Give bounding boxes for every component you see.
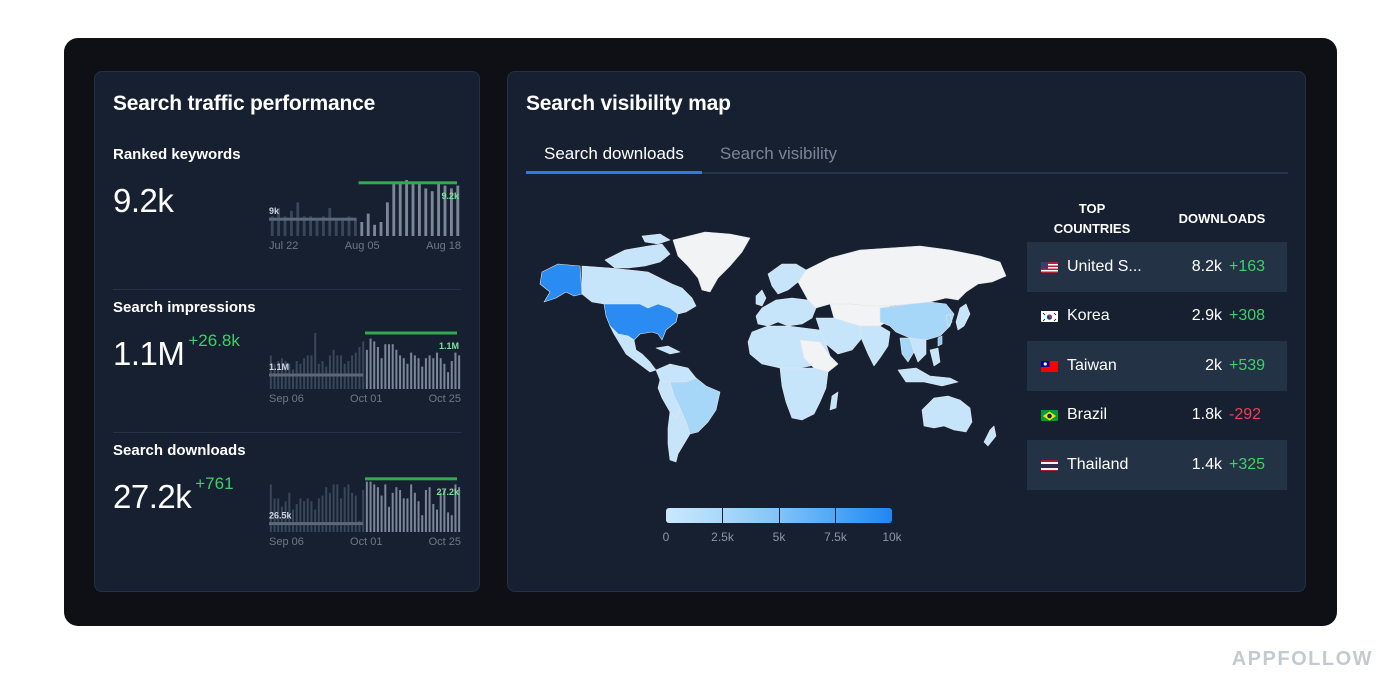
column-header-downloads: DOWNLOADS xyxy=(1178,211,1266,226)
tab-search-visibility[interactable]: Search visibility xyxy=(719,144,838,163)
downloads-delta: +325 xyxy=(1229,455,1266,473)
sparkline-chart[interactable]: 26.5k 27.2k xyxy=(269,470,461,536)
sparkline-chart[interactable]: 9k 9.2k xyxy=(269,174,461,240)
map-legend: 0 2.5k 5k 7.5k 10k xyxy=(662,508,902,548)
country-indochina xyxy=(909,337,927,363)
metric-delta: +761 xyxy=(195,474,234,493)
country-name: United S... xyxy=(1067,257,1142,275)
metric-value: 1.1M +26.8k xyxy=(113,331,240,372)
sparkline-x-axis: Sep 06 Oct 01 Oct 25 xyxy=(269,536,461,548)
country-western-europe xyxy=(755,297,817,327)
country-new-zealand xyxy=(983,425,997,447)
svg-text:1.1M: 1.1M xyxy=(439,341,459,351)
metric-label: Ranked keywords xyxy=(113,146,241,163)
sparkline-x-axis: Jul 22 Aug 05 Aug 18 xyxy=(269,240,461,252)
country-thailand xyxy=(899,337,915,363)
country-korea xyxy=(945,313,953,327)
downloads-value: 8.2k xyxy=(1191,257,1222,275)
downloads-delta: -292 xyxy=(1229,406,1262,424)
metric-value: 9.2k xyxy=(113,182,174,219)
country-china xyxy=(879,301,955,341)
metric-value: 27.2k +761 xyxy=(113,474,234,515)
tab-bar: Search downloads Search visibility xyxy=(526,140,1288,174)
country-indonesia xyxy=(897,367,959,387)
country-name: Taiwan xyxy=(1067,356,1117,374)
country-australia xyxy=(921,395,973,433)
legend-color-scale xyxy=(666,508,892,523)
downloads-value: 1.4k xyxy=(1191,455,1222,473)
tab-search-downloads[interactable]: Search downloads xyxy=(526,140,702,174)
svg-text:26.5k: 26.5k xyxy=(269,511,293,521)
table-row[interactable]: Brazil 1.8k -292 xyxy=(1027,390,1287,440)
table-row[interactable]: Taiwan 2k +539 xyxy=(1027,341,1287,391)
metric-label: Search downloads xyxy=(113,442,246,459)
svg-text:27.2k: 27.2k xyxy=(436,487,460,497)
downloads-value: 1.8k xyxy=(1191,406,1222,424)
tw-flag-icon xyxy=(1041,360,1058,372)
search-traffic-panel: Search traffic performance Ranked keywor… xyxy=(94,71,480,592)
th-flag-icon xyxy=(1041,459,1058,471)
search-visibility-map-panel: Search visibility map Search downloads S… xyxy=(507,71,1306,592)
sparkline-chart[interactable]: 1.1M 1.1M xyxy=(269,327,461,393)
metric-search-downloads: Search downloads 27.2k +761 26.5k 27.2k Se… xyxy=(113,432,461,564)
svg-text:9.2k: 9.2k xyxy=(441,191,460,201)
country-alaska xyxy=(539,263,583,303)
sparkline-x-axis: Sep 06 Oct 01 Oct 25 xyxy=(269,393,461,405)
downloads-delta: +308 xyxy=(1229,307,1266,325)
country-india xyxy=(859,325,891,367)
country-south-africa-region xyxy=(779,367,829,421)
downloads-value: 2.9k xyxy=(1191,307,1222,325)
downloads-delta: +163 xyxy=(1229,257,1266,275)
us-flag-icon xyxy=(1041,261,1058,273)
metric-label: Search impressions xyxy=(113,299,256,316)
country-sudan-ethiopia xyxy=(799,339,839,373)
panel-title: Search visibility map xyxy=(526,92,731,115)
world-map[interactable] xyxy=(530,222,1020,472)
table-row[interactable]: United S... 8.2k +163 xyxy=(1027,242,1287,292)
country-uk xyxy=(755,289,767,307)
country-argentina-chile xyxy=(667,407,691,463)
svg-text:1.1M: 1.1M xyxy=(269,362,289,372)
country-name: Brazil xyxy=(1067,406,1108,424)
legend-ticks: 0 2.5k 5k 7.5k 10k xyxy=(662,530,902,544)
country-japan xyxy=(955,303,971,331)
br-flag-icon xyxy=(1041,409,1058,422)
country-russia xyxy=(797,245,1007,309)
metric-search-impressions: Search impressions 1.1M +26.8k 1.1M 1.1M S… xyxy=(113,289,461,421)
downloads-value: 2k xyxy=(1205,356,1222,374)
table-row[interactable]: Thailand 1.4k +325 xyxy=(1027,440,1287,490)
table-header: TOP COUNTRIES DOWNLOADS xyxy=(1027,196,1287,242)
country-greenland xyxy=(672,231,751,293)
top-countries-table: TOP COUNTRIES DOWNLOADS United S... 8.2k… xyxy=(1027,196,1287,490)
downloads-delta: +539 xyxy=(1229,356,1266,374)
kr-flag-icon xyxy=(1041,310,1058,323)
country-philippines xyxy=(929,347,941,367)
panel-title: Search traffic performance xyxy=(113,92,376,115)
column-header-countries: TOP COUNTRIES xyxy=(1053,201,1131,236)
metric-delta: +26.8k xyxy=(188,331,240,350)
table-row[interactable]: Korea 2.9k +308 xyxy=(1027,291,1287,341)
svg-text:9k: 9k xyxy=(269,206,280,216)
country-canada-islands xyxy=(604,243,671,269)
metric-ranked-keywords: Ranked keywords 9.2k 9k 9.2k Jul 22 Aug 0… xyxy=(113,146,461,278)
country-name: Thailand xyxy=(1067,455,1129,473)
country-name: Korea xyxy=(1067,307,1110,325)
country-taiwan xyxy=(937,335,943,347)
appfollow-logo: APPFOLLOW xyxy=(1231,648,1373,670)
country-colombia-venezuela xyxy=(655,363,697,383)
